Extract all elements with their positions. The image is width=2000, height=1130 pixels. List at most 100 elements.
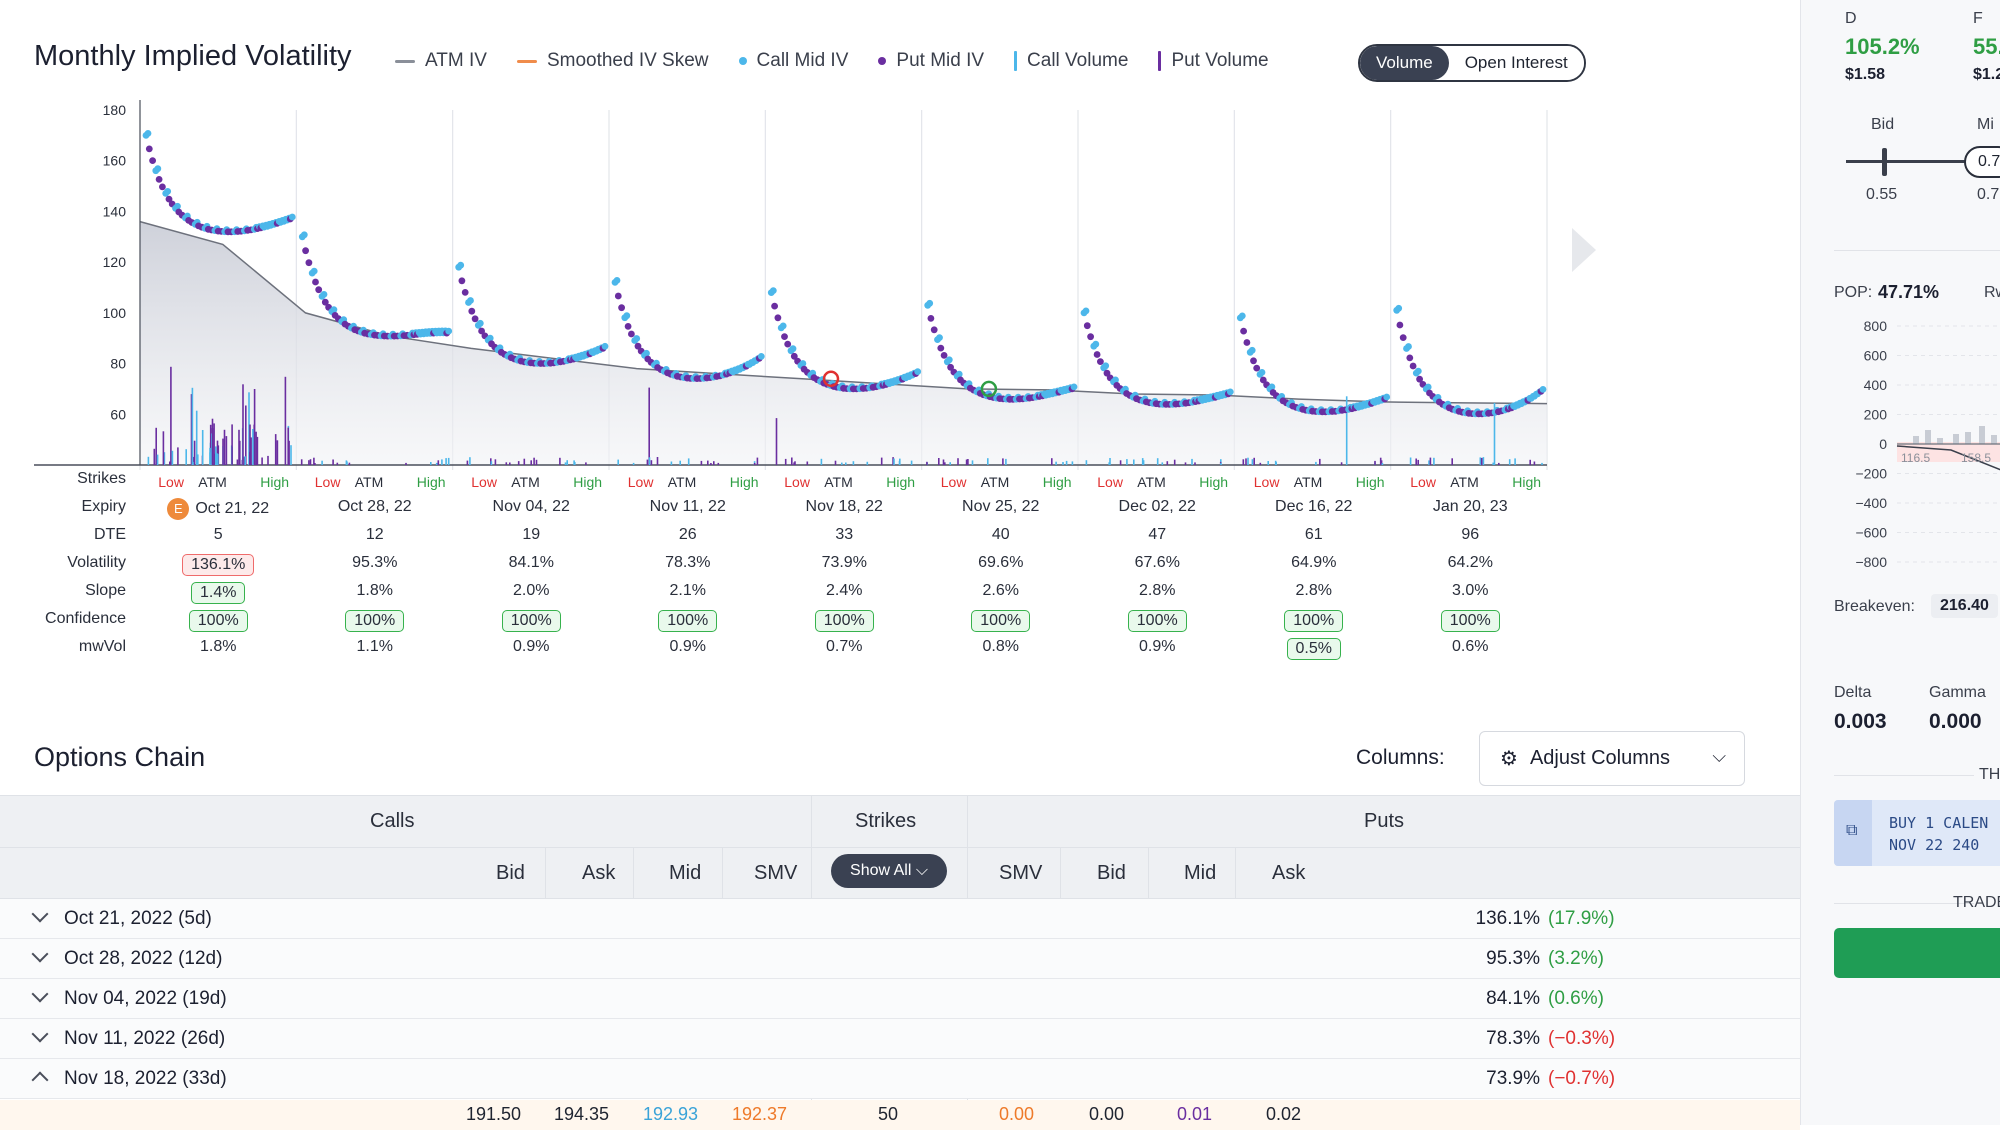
put-volume-bar: [646, 459, 649, 465]
put-volume-bar: [509, 462, 511, 465]
strike-atm-label[interactable]: ATM: [1137, 474, 1166, 490]
legend-put-mid-iv[interactable]: Put Mid IV: [878, 50, 984, 72]
put-bid-header[interactable]: Bid: [1097, 862, 1126, 884]
expiration-iv: 73.9%: [1486, 1068, 1540, 1089]
put-mid-iv-point: [1093, 351, 1101, 358]
chevron-down-icon[interactable]: [31, 985, 49, 1003]
open-interest-toggle-button[interactable]: Open Interest: [1448, 46, 1584, 80]
expiration-row[interactable]: Nov 11, 2022 (26d) 78.3% (−0.3%): [0, 1019, 1800, 1059]
iv-chart[interactable]: 180 160 140 120 100 80 60: [0, 90, 1560, 470]
strike-atm-label[interactable]: ATM: [667, 474, 697, 490]
put-mid-iv-point: [1243, 339, 1251, 346]
expiry-cell[interactable]: Nov 11, 22: [613, 498, 763, 516]
put-volume-bar: [238, 429, 240, 465]
strike-atm-label[interactable]: ATM: [1450, 474, 1479, 490]
table-row[interactable]: 191.50 194.35 192.93 192.37 50 0.00 0.00…: [0, 1100, 1800, 1130]
put-volume-bar: [309, 459, 312, 465]
row-label-strikes: Strikes: [77, 470, 126, 487]
strike-atm-label[interactable]: ATM: [1293, 474, 1323, 490]
call-volume-bar: [321, 460, 323, 465]
strike-high-label[interactable]: High: [1512, 474, 1542, 490]
next-arrow-icon[interactable]: [1572, 228, 1596, 272]
strike-low-label[interactable]: Low: [314, 474, 341, 490]
chevron-down-icon[interactable]: [31, 945, 49, 963]
expiration-row[interactable]: Oct 28, 2022 (12d) 95.3% (3.2%): [0, 939, 1800, 979]
legend-smoothed-iv-skew[interactable]: Smoothed IV Skew: [516, 50, 709, 72]
chevron-down-icon[interactable]: [31, 1025, 49, 1043]
slope-cell: 2.6%: [982, 582, 1019, 599]
legend-call-volume[interactable]: Call Volume: [1014, 50, 1128, 72]
y-tick-label: 80: [110, 356, 126, 372]
row-label-dte: DTE: [94, 526, 126, 543]
expiry-cell[interactable]: Dec 16, 22: [1239, 498, 1389, 516]
strike-high-label[interactable]: High: [1199, 474, 1229, 490]
strike-low-label[interactable]: Low: [1097, 474, 1123, 490]
call-mid-iv-point: [601, 342, 609, 350]
mwvol-pill: 0.5%: [1286, 638, 1341, 660]
put-smv-header[interactable]: SMV: [999, 862, 1043, 884]
strike-low-label[interactable]: Low: [158, 474, 184, 490]
mwvol-cell: 0.8%: [982, 638, 1019, 655]
chevron-down-icon[interactable]: [31, 905, 49, 923]
strike-low-label[interactable]: Low: [471, 474, 497, 490]
strike-atm-label[interactable]: ATM: [824, 474, 853, 490]
call-mid-header[interactable]: Mid: [669, 862, 702, 884]
chevron-up-icon[interactable]: [31, 1071, 49, 1089]
expiry-cell[interactable]: E Oct 21, 22: [143, 498, 293, 520]
legend-call-mid-iv[interactable]: Call Mid IV: [738, 50, 848, 72]
price-slider-track[interactable]: [1846, 160, 1986, 163]
call-mid-iv-point: [945, 356, 953, 364]
legend-put-volume[interactable]: Put Volume: [1158, 50, 1269, 72]
legend-atm-iv[interactable]: ATM IV: [395, 50, 487, 72]
strike-low-label[interactable]: Low: [784, 474, 810, 490]
strike-low-label[interactable]: Low: [940, 474, 967, 490]
show-all-strikes-button[interactable]: Show All ⌵: [831, 854, 947, 888]
strike-atm-label[interactable]: ATM: [980, 474, 1010, 490]
strike-low-label[interactable]: Low: [1410, 474, 1436, 490]
expiry-cell[interactable]: Nov 04, 22: [456, 498, 606, 516]
copy-icon[interactable]: ⧉: [1834, 800, 1872, 866]
strike-high-label[interactable]: High: [729, 474, 759, 490]
strike-high-label[interactable]: High: [886, 474, 916, 490]
expiry-cell[interactable]: Oct 28, 22: [300, 498, 450, 516]
put-mid-header[interactable]: Mid: [1184, 862, 1217, 884]
trade-button[interactable]: [1834, 928, 2000, 978]
strike-high-label[interactable]: High: [1355, 474, 1385, 490]
expiry-cell[interactable]: Nov 25, 22: [926, 498, 1076, 516]
call-ask-header[interactable]: Ask: [582, 862, 616, 884]
call-bid-header[interactable]: Bid: [496, 862, 525, 884]
strike-atm-label[interactable]: ATM: [511, 474, 540, 490]
expiry-cell[interactable]: Nov 18, 22: [769, 498, 919, 516]
order-summary-card[interactable]: ⧉ BUY 1 CALEN NOV 22 240: [1834, 800, 2000, 866]
strike-high-label[interactable]: High: [260, 474, 290, 490]
adjust-columns-button[interactable]: ⚙ Adjust Columns ⌵: [1479, 731, 1745, 786]
expiration-row[interactable]: Nov 04, 2022 (19d) 84.1% (0.6%): [0, 979, 1800, 1019]
strike-low-label[interactable]: Low: [1253, 474, 1280, 490]
volume-toggle-button[interactable]: Volume: [1360, 46, 1449, 80]
expiry-cell[interactable]: Jan 20, 23: [1395, 498, 1545, 516]
put-ask-header[interactable]: Ask: [1272, 862, 1306, 884]
put-volume-bar: [791, 457, 793, 465]
strike-high-label[interactable]: High: [1042, 474, 1072, 490]
mwvol-cell: 0.9%: [513, 638, 550, 655]
strike-atm-label[interactable]: ATM: [354, 474, 384, 490]
strike-atm-label[interactable]: ATM: [198, 474, 227, 490]
call-smv-header[interactable]: SMV: [754, 862, 798, 884]
expiry-cell[interactable]: Dec 02, 22: [1082, 498, 1232, 516]
strike-high-label[interactable]: High: [573, 474, 603, 490]
put-mid-iv-point: [145, 145, 153, 153]
expiration-row[interactable]: Nov 18, 2022 (33d) 73.9% (−0.7%): [0, 1059, 1800, 1099]
call-volume-bar: [1220, 462, 1222, 465]
call-volume-bar: [670, 461, 673, 465]
col-d-header: D: [1845, 10, 1857, 27]
pl-chart[interactable]: 800 600 400 200 0 −200 −400 −600 −800 116.5 158.5: [1801, 310, 2000, 580]
expiration-label: Nov 04, 2022 (19d): [64, 988, 227, 1009]
strike-high-label[interactable]: High: [416, 474, 446, 490]
strike-low-label[interactable]: Low: [627, 474, 654, 490]
put-volume-bar: [656, 457, 659, 465]
confidence-cell: 100%: [1244, 610, 1384, 632]
expiration-row[interactable]: Oct 21, 2022 (5d) 136.1% (17.9%): [0, 899, 1800, 939]
put-volume-bar: [170, 366, 172, 465]
table-header-columns: Bid Ask Mid SMV SMV Bid Mid Ask: [0, 847, 1800, 899]
price-slider-handle[interactable]: 0.7: [1964, 146, 2000, 178]
